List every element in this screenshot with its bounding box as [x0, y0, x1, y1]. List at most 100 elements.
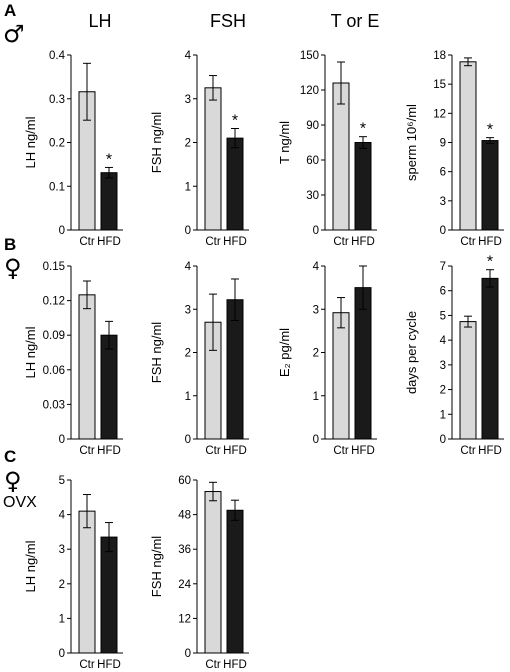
category-label-ctr: Ctr [333, 445, 349, 457]
bar-hfd [100, 536, 118, 654]
y-tick-label: 2 [185, 348, 191, 360]
bar-hfd [226, 509, 244, 654]
category-label-ctr: Ctr [333, 236, 349, 248]
y-tick-label: 12 [433, 108, 446, 120]
chart-a-lh: 0 0.1 0.2 0.3 0.4 LH ng/ml Ctr * HFD [23, 50, 123, 248]
y-tick-label: 0 [59, 648, 65, 660]
y-tick-label: 5 [440, 310, 446, 322]
category-label-hfd: HFD [97, 659, 121, 671]
y-tick-label: 4 [59, 510, 66, 522]
y-tick-label: 0 [313, 225, 319, 237]
significance-marker: * [232, 113, 238, 130]
category-label-hfd: HFD [97, 445, 121, 457]
column-title-t-or-e: T or E [331, 11, 380, 31]
significance-marker: * [106, 151, 112, 168]
category-label-ctr: Ctr [460, 236, 476, 248]
category-label-hfd: HFD [223, 236, 247, 248]
y-axis-label: LH ng/ml [23, 326, 38, 378]
chart-b-fsh: 0 1 2 3 4 FSH ng/ml Ctr HFD [149, 261, 249, 457]
y-tick-label: 0.09 [43, 330, 65, 342]
bar-ctr [78, 510, 96, 654]
y-tick-label: 2 [440, 385, 446, 397]
y-tick-label: 0 [59, 225, 65, 237]
chart-a-fsh: 0 1 2 3 4 FSH ng/ml Ctr * HFD [149, 50, 249, 248]
bar-hfd [481, 277, 499, 440]
chart-a-sperm: 0 3 6 9 12 15 18 sperm 10⁶/ml Ctr * HFD [404, 50, 504, 248]
y-tick-label: 0.2 [49, 138, 65, 150]
y-tick-label: 1 [185, 391, 191, 403]
ovx-label: OVX [3, 494, 37, 511]
male-symbol: ♂ [3, 20, 25, 48]
column-title-lh: LH [88, 11, 111, 31]
panel-letter-c: C [4, 447, 16, 466]
bar-ctr [332, 82, 350, 231]
y-axis-label: E₂ pg/ml [277, 328, 292, 377]
y-axis-label: FSH ng/ml [149, 536, 164, 598]
y-tick-label: 0 [440, 225, 446, 237]
y-tick-label: 0.3 [49, 94, 65, 106]
y-tick-label: 60 [178, 475, 191, 487]
y-tick-label: 9 [440, 138, 446, 150]
y-tick-label: 0 [185, 648, 191, 660]
y-tick-label: 1 [185, 181, 191, 193]
y-tick-label: 0.06 [43, 365, 65, 377]
bar-ctr [332, 312, 350, 440]
bar-ctr [78, 294, 96, 440]
y-tick-label: 3 [440, 360, 446, 372]
y-axis-label: T ng/ml [277, 121, 292, 164]
y-tick-label: 4 [313, 261, 320, 273]
y-tick-label: 2 [313, 348, 319, 360]
y-tick-label: 1 [440, 409, 446, 421]
bar-hfd [100, 172, 118, 231]
significance-marker: * [360, 121, 366, 138]
y-tick-label: 2 [185, 138, 191, 150]
column-title-fsh: FSH [210, 11, 246, 31]
y-tick-label: 1 [313, 391, 319, 403]
bar-hfd [354, 287, 372, 440]
category-label-ctr: Ctr [205, 445, 221, 457]
y-tick-label: 0 [59, 434, 65, 446]
y-tick-label: 30 [306, 190, 319, 202]
y-tick-label: 90 [306, 120, 319, 132]
panel-letter-b: B [4, 235, 16, 254]
y-axis-label: LH ng/ml [23, 116, 38, 168]
chart-c-lh: 0 1 2 3 4 5 LH ng/ml Ctr HFD [23, 475, 123, 671]
y-tick-label: 3 [313, 304, 319, 316]
y-axis-label: days per cycle [404, 311, 419, 394]
y-tick-label: 0 [185, 434, 191, 446]
category-label-hfd: HFD [223, 445, 247, 457]
category-label-hfd: HFD [351, 445, 375, 457]
y-tick-label: 0 [440, 434, 446, 446]
y-tick-label: 3 [59, 544, 65, 556]
y-tick-label: 0 [313, 434, 319, 446]
y-tick-label: 2 [59, 579, 65, 591]
y-axis-label: sperm 10⁶/ml [404, 104, 419, 181]
y-axis-label: FSH ng/ml [149, 322, 164, 384]
y-tick-label: 15 [433, 79, 446, 91]
bar-ctr [204, 491, 222, 654]
category-label-hfd: HFD [478, 445, 502, 457]
category-label-ctr: Ctr [79, 445, 95, 457]
female-symbol-b: ♀ [4, 254, 22, 282]
chart-c-fsh: 0 12 24 36 48 60 FSH ng/ml Ctr HFD [149, 475, 249, 671]
category-label-hfd: HFD [223, 659, 247, 671]
y-tick-label: 6 [440, 167, 446, 179]
y-axis-label: FSH ng/ml [149, 112, 164, 174]
chart-a-t: 0 30 60 90 120 150 T ng/ml Ctr * HFD [277, 50, 377, 248]
y-tick-label: 36 [178, 544, 191, 556]
y-tick-label: 6 [440, 286, 446, 298]
significance-marker: * [487, 122, 493, 139]
y-tick-label: 48 [178, 510, 191, 522]
significance-marker: * [487, 254, 493, 271]
y-tick-label: 1 [59, 613, 65, 625]
bar-ctr [204, 87, 222, 231]
y-tick-label: 7 [440, 261, 446, 273]
y-tick-label: 4 [440, 335, 447, 347]
chart-b-lh: 0 0.03 0.06 0.09 0.12 0.15 LH ng/ml Ctr HFD [23, 261, 123, 457]
category-label-hfd: HFD [351, 236, 375, 248]
female-symbol-c: ♀ [4, 467, 22, 495]
y-tick-label: 3 [185, 304, 191, 316]
y-tick-label: 120 [300, 85, 319, 97]
y-tick-label: 0.4 [49, 50, 66, 62]
